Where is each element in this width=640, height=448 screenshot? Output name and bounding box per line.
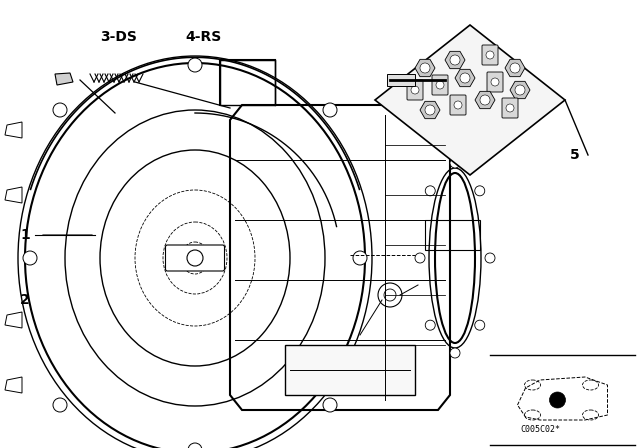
Circle shape — [353, 251, 367, 265]
Circle shape — [450, 158, 460, 168]
Circle shape — [515, 85, 525, 95]
FancyBboxPatch shape — [450, 95, 466, 115]
FancyBboxPatch shape — [502, 98, 518, 118]
Circle shape — [53, 398, 67, 412]
Circle shape — [425, 186, 435, 196]
Circle shape — [415, 253, 425, 263]
FancyBboxPatch shape — [487, 72, 503, 92]
Circle shape — [23, 251, 37, 265]
Circle shape — [384, 289, 396, 301]
FancyBboxPatch shape — [407, 80, 423, 100]
Bar — [220, 60, 275, 105]
Circle shape — [436, 81, 444, 89]
Circle shape — [53, 103, 67, 117]
Bar — [425, 220, 480, 250]
Circle shape — [378, 283, 402, 307]
FancyBboxPatch shape — [285, 345, 415, 395]
Polygon shape — [375, 25, 565, 175]
Circle shape — [475, 186, 484, 196]
Circle shape — [425, 105, 435, 115]
Text: 3-DS: 3-DS — [100, 30, 137, 44]
FancyBboxPatch shape — [166, 245, 225, 271]
Circle shape — [450, 348, 460, 358]
Text: 1: 1 — [20, 228, 29, 242]
FancyBboxPatch shape — [432, 75, 448, 95]
Polygon shape — [510, 82, 530, 99]
Polygon shape — [475, 91, 495, 109]
Polygon shape — [415, 59, 435, 77]
Text: C005C02*: C005C02* — [520, 426, 560, 435]
Circle shape — [420, 63, 430, 73]
Polygon shape — [5, 312, 22, 328]
Circle shape — [486, 51, 494, 59]
Polygon shape — [455, 69, 475, 86]
Polygon shape — [505, 59, 525, 77]
Text: 5: 5 — [570, 148, 580, 162]
Polygon shape — [5, 187, 22, 203]
Polygon shape — [5, 377, 22, 393]
Circle shape — [450, 55, 460, 65]
Polygon shape — [445, 52, 465, 69]
Circle shape — [411, 86, 419, 94]
Circle shape — [510, 63, 520, 73]
Circle shape — [454, 101, 462, 109]
Circle shape — [460, 73, 470, 83]
Circle shape — [485, 253, 495, 263]
Polygon shape — [420, 101, 440, 119]
Text: 4-RS: 4-RS — [185, 30, 221, 44]
Circle shape — [323, 103, 337, 117]
Text: 2: 2 — [20, 293, 29, 307]
Circle shape — [480, 95, 490, 105]
Polygon shape — [5, 122, 22, 138]
Circle shape — [187, 250, 203, 266]
Circle shape — [323, 398, 337, 412]
Circle shape — [188, 443, 202, 448]
Circle shape — [506, 104, 514, 112]
FancyBboxPatch shape — [482, 45, 498, 65]
Bar — [387, 74, 415, 86]
Circle shape — [188, 58, 202, 72]
Circle shape — [425, 320, 435, 330]
Circle shape — [491, 78, 499, 86]
Circle shape — [550, 392, 566, 408]
Circle shape — [475, 320, 484, 330]
Polygon shape — [55, 73, 73, 85]
